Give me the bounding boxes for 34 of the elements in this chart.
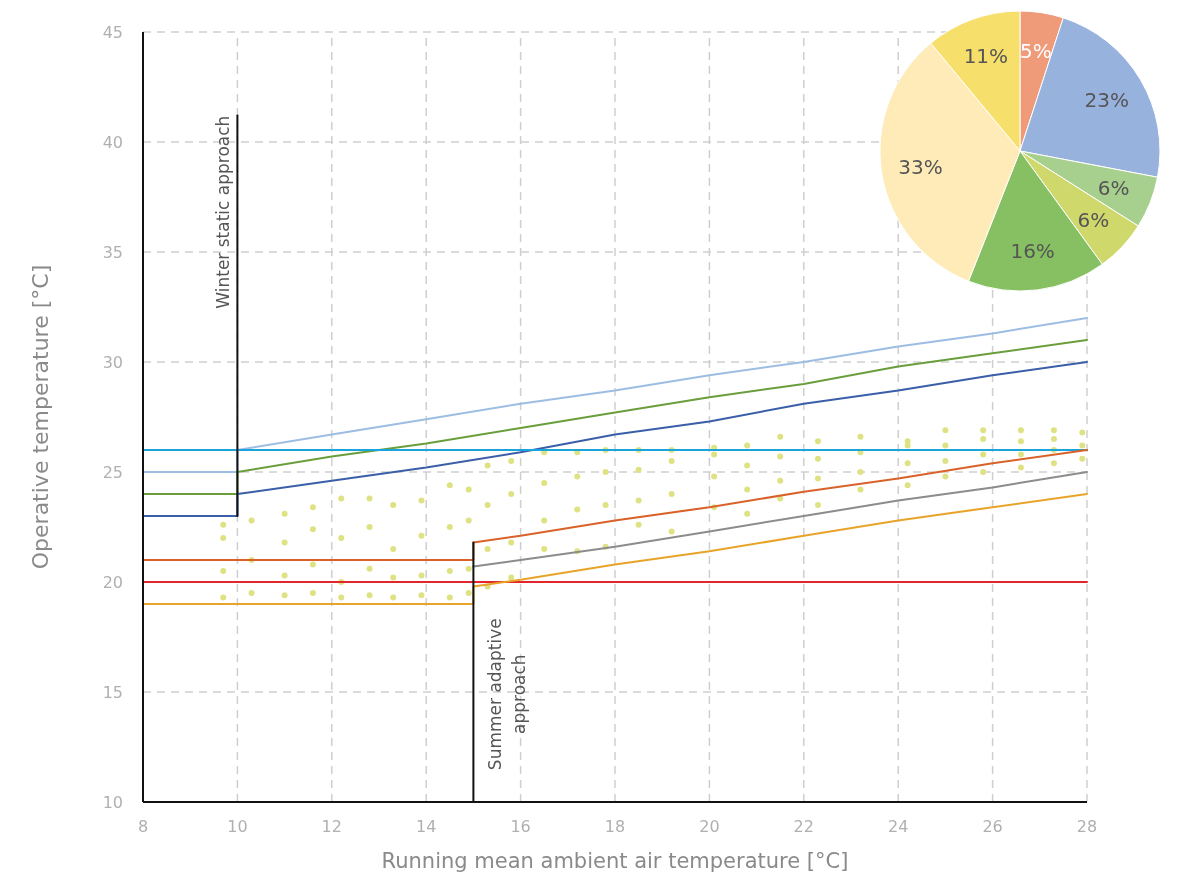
line-series: [142, 339, 1088, 495]
x-tick-label: 8: [137, 817, 149, 836]
x-tick-label: 12: [321, 817, 342, 836]
data-label: 6%: [1077, 208, 1110, 232]
data-label: 5%: [1019, 39, 1052, 64]
x-tick-label: 18: [604, 817, 626, 836]
x-tick-label: 14: [416, 817, 437, 836]
data-label: 33%: [898, 154, 943, 179]
y-tick-label: 45: [102, 23, 123, 42]
y-tick-label: 25: [102, 463, 123, 482]
y-tick-label: 30: [102, 353, 123, 372]
y-tick-label: 40: [102, 133, 123, 152]
data-label: 6%: [1097, 176, 1130, 201]
x-tick-label: 16: [510, 817, 531, 836]
data-label: 11%: [963, 44, 1009, 69]
y-axis-title: Operative temperature [°C]: [28, 264, 53, 570]
x-tick-label: 10: [227, 817, 248, 836]
line-series: [142, 317, 1088, 473]
data-label: 23%: [1084, 87, 1129, 112]
line-series: [142, 361, 1088, 517]
line-series: [142, 493, 1088, 605]
x-tick-label: 26: [982, 817, 1003, 836]
annotation: Winter static approach: [213, 115, 234, 309]
y-tick-label: 10: [102, 793, 123, 812]
y-tick-label: 20: [102, 573, 123, 592]
data-label: 16%: [1010, 239, 1055, 264]
y-tick-label: 15: [102, 683, 123, 702]
x-tick-label: 22: [793, 817, 814, 836]
x-tick-label: 20: [699, 817, 720, 836]
x-axis-title: Running mean ambient air temperature [°C]: [381, 849, 849, 873]
annotation: Summer adaptive approach: [485, 618, 530, 771]
x-tick-label: 28: [1076, 817, 1098, 836]
y-tick-label: 35: [102, 243, 123, 262]
x-tick-label: 24: [888, 817, 909, 836]
